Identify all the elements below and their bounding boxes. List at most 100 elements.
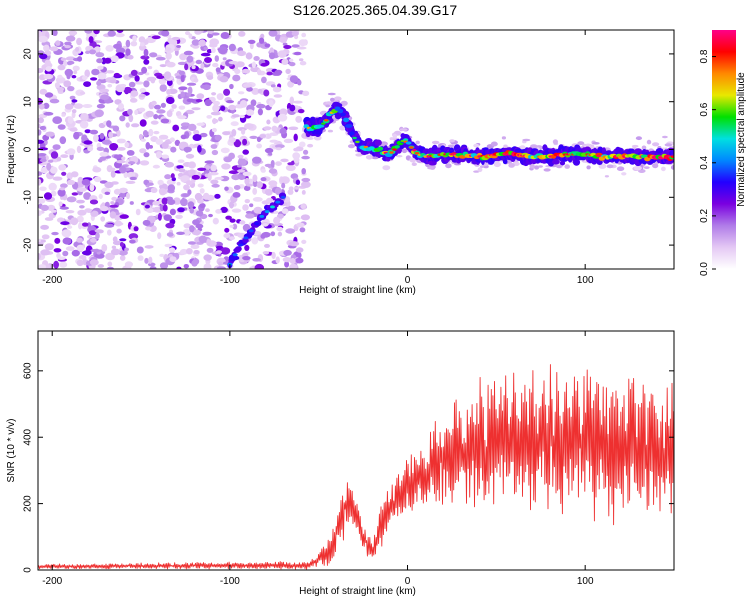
noise-cell	[142, 219, 151, 226]
ridge-envelope	[670, 149, 674, 155]
noise-cell	[110, 170, 116, 178]
noise-cell	[177, 207, 185, 213]
noise-cell	[301, 181, 311, 189]
noise-cell	[291, 44, 300, 48]
noise-cell	[160, 102, 166, 108]
noise-cell	[215, 67, 221, 73]
noise-cell	[191, 44, 200, 49]
noise-cell	[242, 256, 251, 261]
noise-cell	[88, 36, 94, 44]
noise-cell	[289, 241, 300, 247]
noise-cell	[191, 39, 200, 46]
halo-cell	[473, 143, 480, 148]
noise-cell	[136, 246, 144, 254]
noise-cell	[275, 144, 285, 149]
noise-cell	[230, 121, 239, 127]
noise-cell	[38, 117, 44, 124]
noise-cell	[212, 217, 219, 225]
noise-cell	[171, 36, 180, 41]
noise-cell	[192, 219, 200, 226]
noise-cell	[277, 50, 287, 58]
noise-cell	[182, 193, 190, 198]
noise-cell	[72, 65, 80, 72]
noise-cell	[57, 74, 63, 79]
noise-cell	[215, 245, 224, 250]
noise-cell	[116, 138, 126, 144]
noise-cell	[203, 254, 212, 261]
noise-cell	[264, 188, 273, 196]
noise-cell	[224, 227, 230, 233]
noise-cell	[150, 120, 159, 125]
noise-cell	[107, 261, 113, 267]
ridge-envelope	[559, 160, 566, 166]
noise-cell	[95, 253, 105, 259]
noise-cell	[262, 251, 270, 255]
noise-cell	[52, 116, 63, 124]
noise-cell	[39, 142, 46, 149]
noise-cell	[268, 30, 278, 37]
noise-cell	[93, 30, 100, 35]
noise-cell	[221, 163, 231, 170]
noise-cell	[90, 77, 98, 81]
noise-cell	[69, 95, 76, 100]
noise-cell	[40, 239, 46, 243]
noise-cell	[183, 146, 192, 153]
noise-cell	[127, 54, 134, 60]
noise-cell	[283, 249, 292, 256]
halo-cell	[552, 139, 559, 145]
noise-cell	[215, 209, 222, 214]
noise-cell	[139, 148, 147, 154]
noise-cell	[43, 73, 54, 80]
noise-cell	[261, 231, 271, 238]
noise-cell	[115, 47, 126, 54]
halo-cell	[564, 164, 570, 169]
noise-cell	[84, 30, 93, 34]
ridge-core	[349, 131, 355, 136]
noise-cell	[302, 90, 310, 97]
snr-series-line	[38, 364, 674, 570]
noise-cell	[51, 231, 59, 236]
noise-cell	[65, 35, 76, 42]
noise-cell	[229, 218, 236, 223]
noise-cell	[186, 82, 197, 86]
noise-cell	[61, 229, 72, 238]
noise-cell	[256, 137, 262, 143]
noise-cell	[301, 190, 306, 195]
noise-cell	[148, 256, 153, 264]
noise-cell	[109, 211, 117, 219]
noise-cell	[39, 88, 48, 95]
noise-cell	[212, 104, 220, 113]
spectrogram-ytick-label: -10	[23, 190, 34, 205]
ridge-core	[340, 112, 346, 117]
noise-cell	[237, 169, 246, 173]
noise-cell	[206, 247, 214, 253]
noise-cell	[237, 158, 247, 166]
noise-cell	[76, 187, 87, 193]
halo-cell	[409, 157, 417, 163]
noise-cell	[95, 52, 105, 58]
noise-cell	[202, 84, 211, 91]
noise-cell	[158, 134, 169, 140]
noise-cell	[272, 86, 282, 93]
noise-cell	[59, 136, 67, 145]
noise-cell	[90, 210, 99, 217]
noise-cell	[243, 185, 251, 191]
noise-cell	[139, 42, 145, 47]
noise-cell	[118, 103, 124, 110]
noise-cell	[242, 171, 252, 177]
noise-cell	[119, 187, 128, 194]
noise-cell	[109, 167, 116, 171]
halo-cell	[327, 129, 333, 133]
noise-cell	[293, 147, 300, 152]
noise-cell	[223, 88, 231, 96]
noise-cell	[238, 91, 245, 95]
noise-cell	[239, 114, 245, 119]
noise-cell	[144, 245, 154, 249]
noise-cell	[143, 80, 150, 88]
noise-cell	[161, 154, 169, 159]
noise-cell	[126, 171, 136, 179]
noise-cell	[211, 183, 220, 188]
ridge-peak	[352, 136, 357, 140]
noise-cell	[115, 33, 125, 38]
noise-cell	[223, 233, 231, 239]
